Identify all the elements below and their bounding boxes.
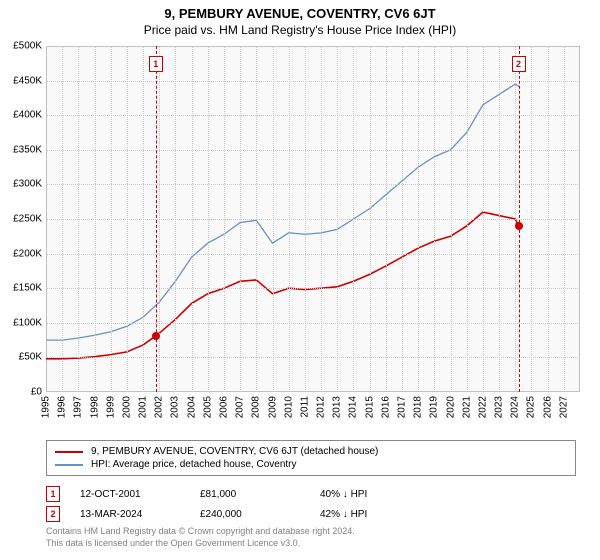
x-tick-label: 2020 (445, 396, 456, 418)
x-tick-label: 2001 (138, 396, 149, 418)
y-tick-label: £150K (13, 283, 42, 294)
x-tick-label: 2021 (461, 396, 472, 418)
legend-label: HPI: Average price, detached house, Cove… (91, 459, 297, 470)
x-tick-label: 2014 (348, 396, 359, 418)
x-tick-label: 1996 (57, 396, 68, 418)
y-tick-label: £100K (13, 317, 42, 328)
x-tick-label: 2008 (251, 396, 262, 418)
sale-date: 12-OCT-2001 (80, 489, 200, 500)
x-tick-label: 1995 (41, 396, 52, 418)
x-tick-label: 2000 (121, 396, 132, 418)
event-marker: 2 (46, 506, 60, 522)
y-tick-label: £500K (13, 41, 42, 52)
event-marker: 1 (149, 56, 163, 72)
legend-swatch (55, 464, 83, 466)
x-tick-label: 2005 (202, 396, 213, 418)
x-tick-label: 2025 (526, 396, 537, 418)
x-tick-label: 2011 (299, 396, 310, 418)
table-row: 1 12-OCT-2001£81,00040% ↓ HPI (46, 484, 558, 504)
sales-table: 1 12-OCT-2001£81,00040% ↓ HPI 2 13-MAR-2024… (46, 484, 558, 524)
page-title: 9, PEMBURY AVENUE, COVENTRY, CV6 6JT (0, 0, 600, 21)
x-tick-label: 2002 (154, 396, 165, 418)
legend: 9, PEMBURY AVENUE, COVENTRY, CV6 6JT (de… (46, 440, 576, 476)
series-property (46, 212, 519, 359)
legend-swatch (55, 451, 83, 453)
x-tick-label: 2010 (283, 396, 294, 418)
sale-delta: 42% ↓ HPI (320, 509, 440, 520)
x-tick-label: 2009 (267, 396, 278, 418)
sale-date: 13-MAR-2024 (80, 509, 200, 520)
y-tick-label: £200K (13, 248, 42, 259)
legend-item: HPI: Average price, detached house, Cove… (55, 458, 567, 471)
x-tick-label: 2017 (397, 396, 408, 418)
chart-plot-area: £0£50K£100K£150K£200K£250K£300K£350K£400… (46, 46, 580, 392)
y-tick-label: £400K (13, 110, 42, 121)
series-hpi (46, 84, 520, 340)
table-row: 2 13-MAR-2024£240,00042% ↓ HPI (46, 504, 558, 524)
y-tick-label: £50K (19, 352, 42, 363)
sale-price: £240,000 (200, 509, 320, 520)
event-marker: 1 (46, 486, 60, 502)
y-tick-label: £450K (13, 75, 42, 86)
event-line (519, 46, 520, 392)
sale-point (515, 222, 523, 230)
x-tick-label: 2026 (542, 396, 553, 418)
x-tick-label: 2013 (332, 396, 343, 418)
x-tick-label: 1998 (89, 396, 100, 418)
page-subtitle: Price paid vs. HM Land Registry's House … (0, 21, 600, 41)
chart-container: 9, PEMBURY AVENUE, COVENTRY, CV6 6JT Pri… (0, 0, 600, 560)
x-tick-label: 2019 (429, 396, 440, 418)
x-tick-label: 2022 (477, 396, 488, 418)
event-marker: 2 (512, 56, 526, 72)
x-tick-label: 2018 (413, 396, 424, 418)
y-tick-label: £250K (13, 214, 42, 225)
footnote-line: Contains HM Land Registry data © Crown c… (46, 526, 558, 538)
legend-label: 9, PEMBURY AVENUE, COVENTRY, CV6 6JT (de… (91, 446, 378, 457)
x-tick-label: 2003 (170, 396, 181, 418)
x-tick-label: 2023 (494, 396, 505, 418)
footnote-line: This data is licensed under the Open Gov… (46, 538, 558, 550)
x-tick-label: 2015 (364, 396, 375, 418)
footnote: Contains HM Land Registry data © Crown c… (46, 526, 558, 549)
sale-price: £81,000 (200, 489, 320, 500)
x-tick-label: 2024 (510, 396, 521, 418)
x-tick-label: 1997 (73, 396, 84, 418)
x-tick-label: 2006 (219, 396, 230, 418)
x-tick-label: 2007 (235, 396, 246, 418)
x-tick-label: 2016 (380, 396, 391, 418)
x-tick-label: 2027 (558, 396, 569, 418)
x-tick-label: 2004 (186, 396, 197, 418)
sale-point (152, 332, 160, 340)
x-tick-label: 1999 (105, 396, 116, 418)
y-tick-label: £300K (13, 179, 42, 190)
event-line (156, 46, 157, 392)
y-tick-label: £350K (13, 144, 42, 155)
x-tick-label: 2012 (316, 396, 327, 418)
legend-item: 9, PEMBURY AVENUE, COVENTRY, CV6 6JT (de… (55, 445, 567, 458)
sale-delta: 40% ↓ HPI (320, 489, 440, 500)
